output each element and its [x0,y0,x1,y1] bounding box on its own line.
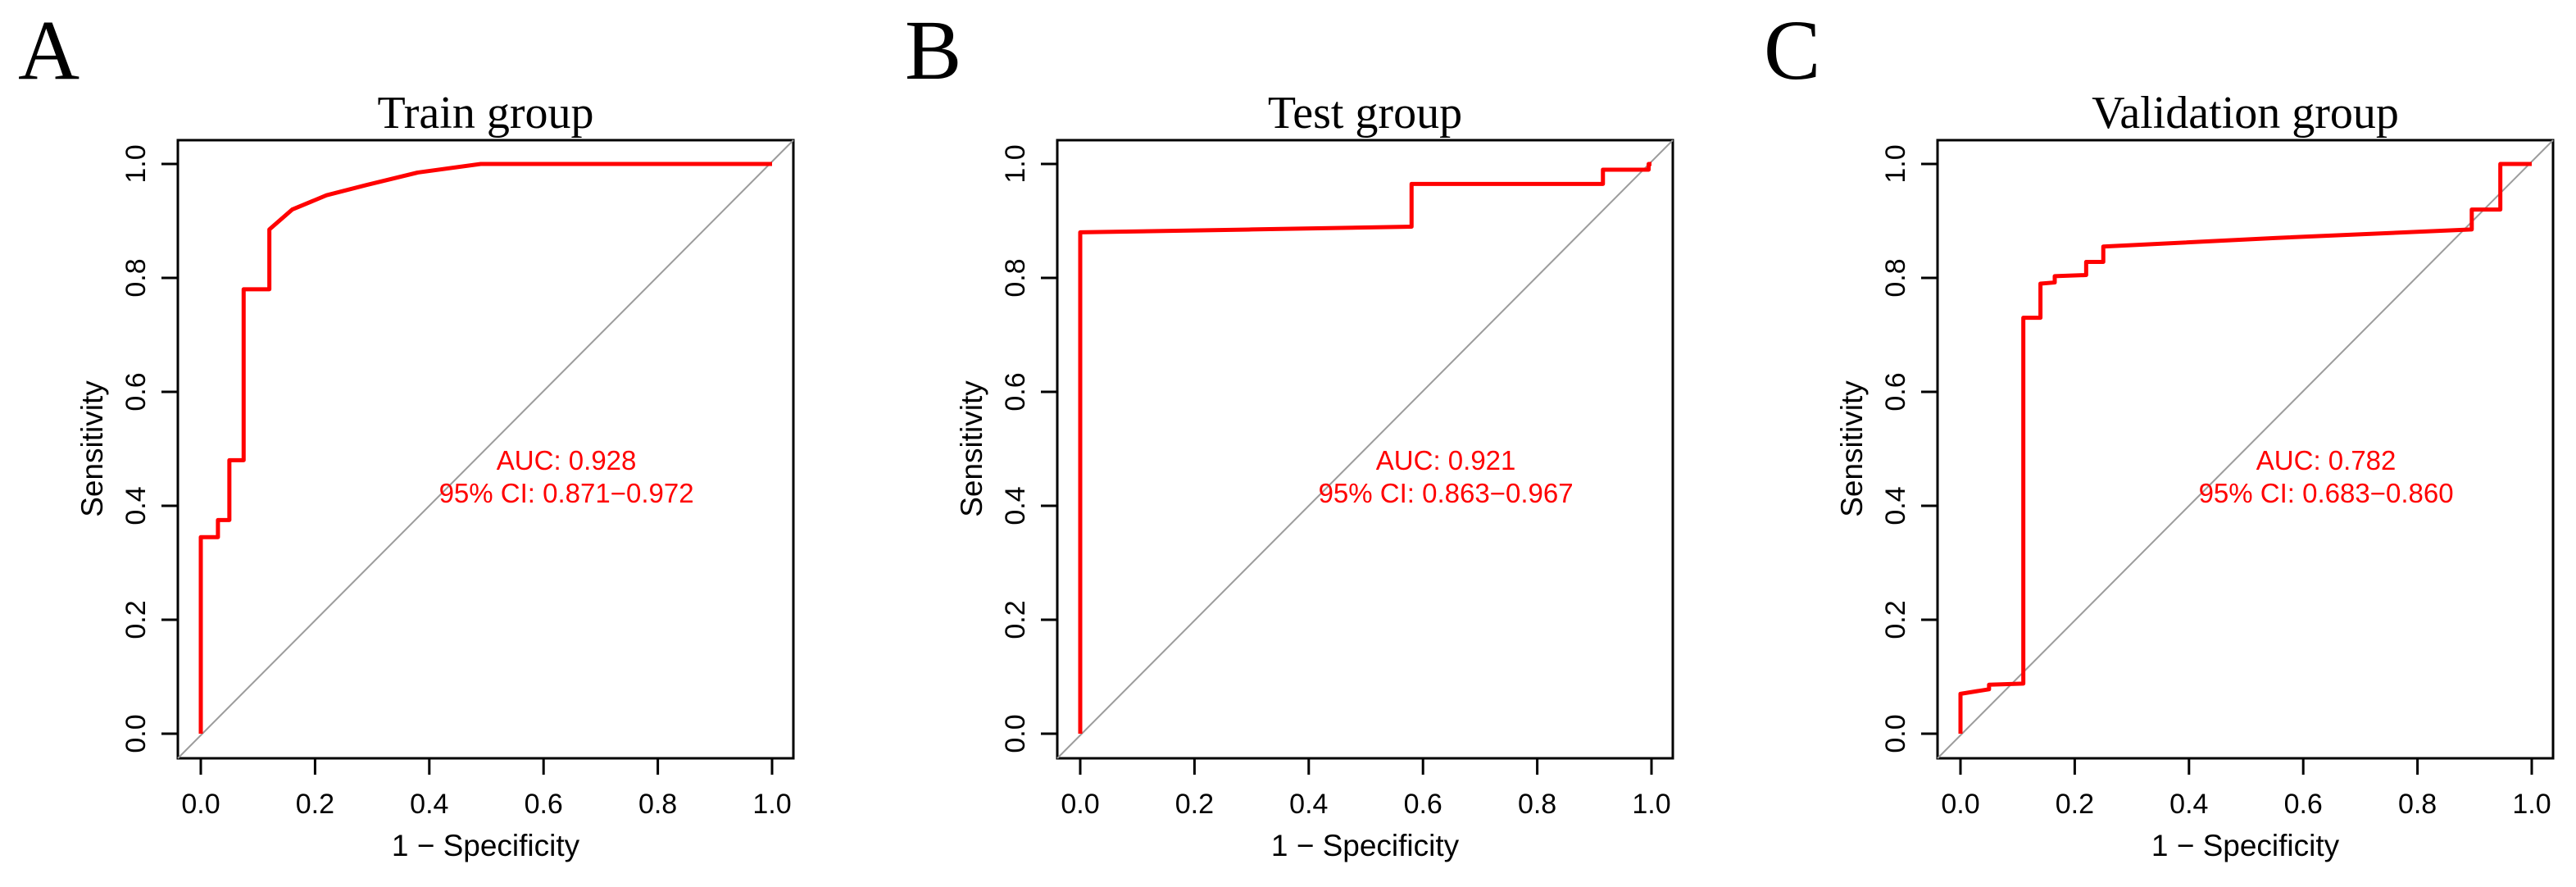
y-tick-label: 0.4 [120,486,152,525]
reference-diagonal-line [1056,139,1674,759]
roc-curve-line [198,161,772,734]
y-axis-ticks: 0.0 0.2 0.4 0.6 0.8 1.0 [1880,144,1938,753]
y-tick-label: 0.4 [1880,486,1911,525]
x-axis-ticks: 0.0 0.2 0.4 0.6 0.8 1.0 [1941,758,2551,820]
ci-annotation: 95% CI: 0.871−0.972 [439,478,694,508]
reference-diagonal-line [1937,139,2554,759]
plot-box [1056,139,1674,760]
x-tick-label: 0.2 [296,789,334,820]
y-tick-label: 0.8 [1000,258,1031,297]
x-tick-label: 0.6 [525,789,563,820]
y-tick-label: 0.6 [1000,372,1031,411]
panel-letter: C [1764,3,1821,98]
x-tick-label: 0.0 [1061,789,1099,820]
x-axis-label: 1 − Specificity [2151,829,2340,862]
x-tick-label: 1.0 [2512,789,2551,820]
y-tick-label: 0.0 [1000,714,1031,753]
x-tick-label: 0.8 [1518,789,1556,820]
y-axis-ticks: 0.0 0.2 0.4 0.6 0.8 1.0 [120,144,178,753]
x-axis-label: 1 − Specificity [1271,829,1460,862]
roc-panel-train: A Train group 0.0 0.2 0.4 0.6 0.8 1.0 0.0 0.2 0… [0,0,859,887]
y-axis-label: Sensitivity [1835,380,1869,517]
x-tick-label: 0.2 [2056,789,2094,820]
x-tick-label: 0.2 [1175,789,1214,820]
y-axis-label: Sensitivity [75,380,109,517]
x-tick-label: 1.0 [752,789,791,820]
ci-annotation: 95% CI: 0.683−0.860 [2199,478,2454,508]
y-tick-label: 0.6 [120,372,152,411]
x-tick-label: 0.8 [2398,789,2437,820]
y-tick-label: 0.4 [1000,486,1031,525]
x-tick-label: 1.0 [1632,789,1670,820]
plot-title: Train group [378,88,594,139]
y-tick-label: 1.0 [1000,144,1031,183]
auc-annotation: AUC: 0.782 [2256,445,2397,475]
x-axis-label: 1 − Specificity [392,829,580,862]
x-tick-label: 0.4 [1289,789,1328,820]
plot-title: Validation group [2092,88,2399,139]
x-tick-label: 0.0 [1941,789,1979,820]
roc-plot-test: Test group 0.0 0.2 0.4 0.6 0.8 1.0 0.00.20.40… [955,88,1674,862]
x-axis-ticks: 0.0 0.2 0.4 0.6 0.8 1.0 [181,758,792,820]
roc-plot-validation: Validation group 0.0 0.2 0.4 0.6 0.8 1.0 0.00… [1835,88,2555,862]
plot-box [1936,139,2555,760]
reference-diagonal-line [177,139,794,759]
ci-annotation: 95% CI: 0.863−0.967 [1319,478,1574,508]
y-tick-label: 0.8 [1880,258,1911,297]
panel-letter: B [905,3,962,98]
y-tick-label: 0.2 [1000,600,1031,639]
y-tick-label: 0.0 [120,714,152,753]
x-tick-label: 0.4 [2169,789,2208,820]
x-axis-ticks: 0.0 0.2 0.4 0.6 0.8 1.0 [1061,758,1671,820]
y-axis-ticks: 0.0 0.2 0.4 0.6 0.8 1.0 [1000,144,1057,753]
auc-annotation: AUC: 0.921 [1376,445,1516,475]
plot-box [176,139,795,760]
plot-title: Test group [1268,88,1462,139]
x-tick-label: 0.4 [410,789,448,820]
roc-panel-test: B Test group 0.0 0.2 0.4 0.6 0.8 1.0 0.0 0.2 0.… [859,0,1718,887]
roc-curve-line [1078,161,1651,734]
y-tick-label: 0.2 [120,600,152,639]
y-tick-label: 0.2 [1880,600,1911,639]
x-tick-label: 0.6 [1404,789,1442,820]
roc-plot-train: Train group 0.0 0.2 0.4 0.6 0.8 1.0 0.0 0.2 0.4… [75,88,795,862]
y-tick-label: 1.0 [120,144,152,183]
y-axis-label: Sensitivity [955,380,988,517]
x-tick-label: 0.6 [2284,789,2323,820]
y-tick-label: 1.0 [1880,144,1911,183]
auc-annotation: AUC: 0.928 [497,445,637,475]
x-tick-label: 0.8 [638,789,677,820]
x-tick-label: 0.0 [181,789,220,820]
panel-letter: A [18,3,80,98]
y-tick-label: 0.8 [120,258,152,297]
roc-curve-line [1958,161,2532,734]
roc-panel-validation: C Validation group 0.0 0.2 0.4 0.6 0.8 1.0 0.… [1718,0,2576,887]
y-tick-label: 0.0 [1880,714,1911,753]
y-tick-label: 0.6 [1880,372,1911,411]
